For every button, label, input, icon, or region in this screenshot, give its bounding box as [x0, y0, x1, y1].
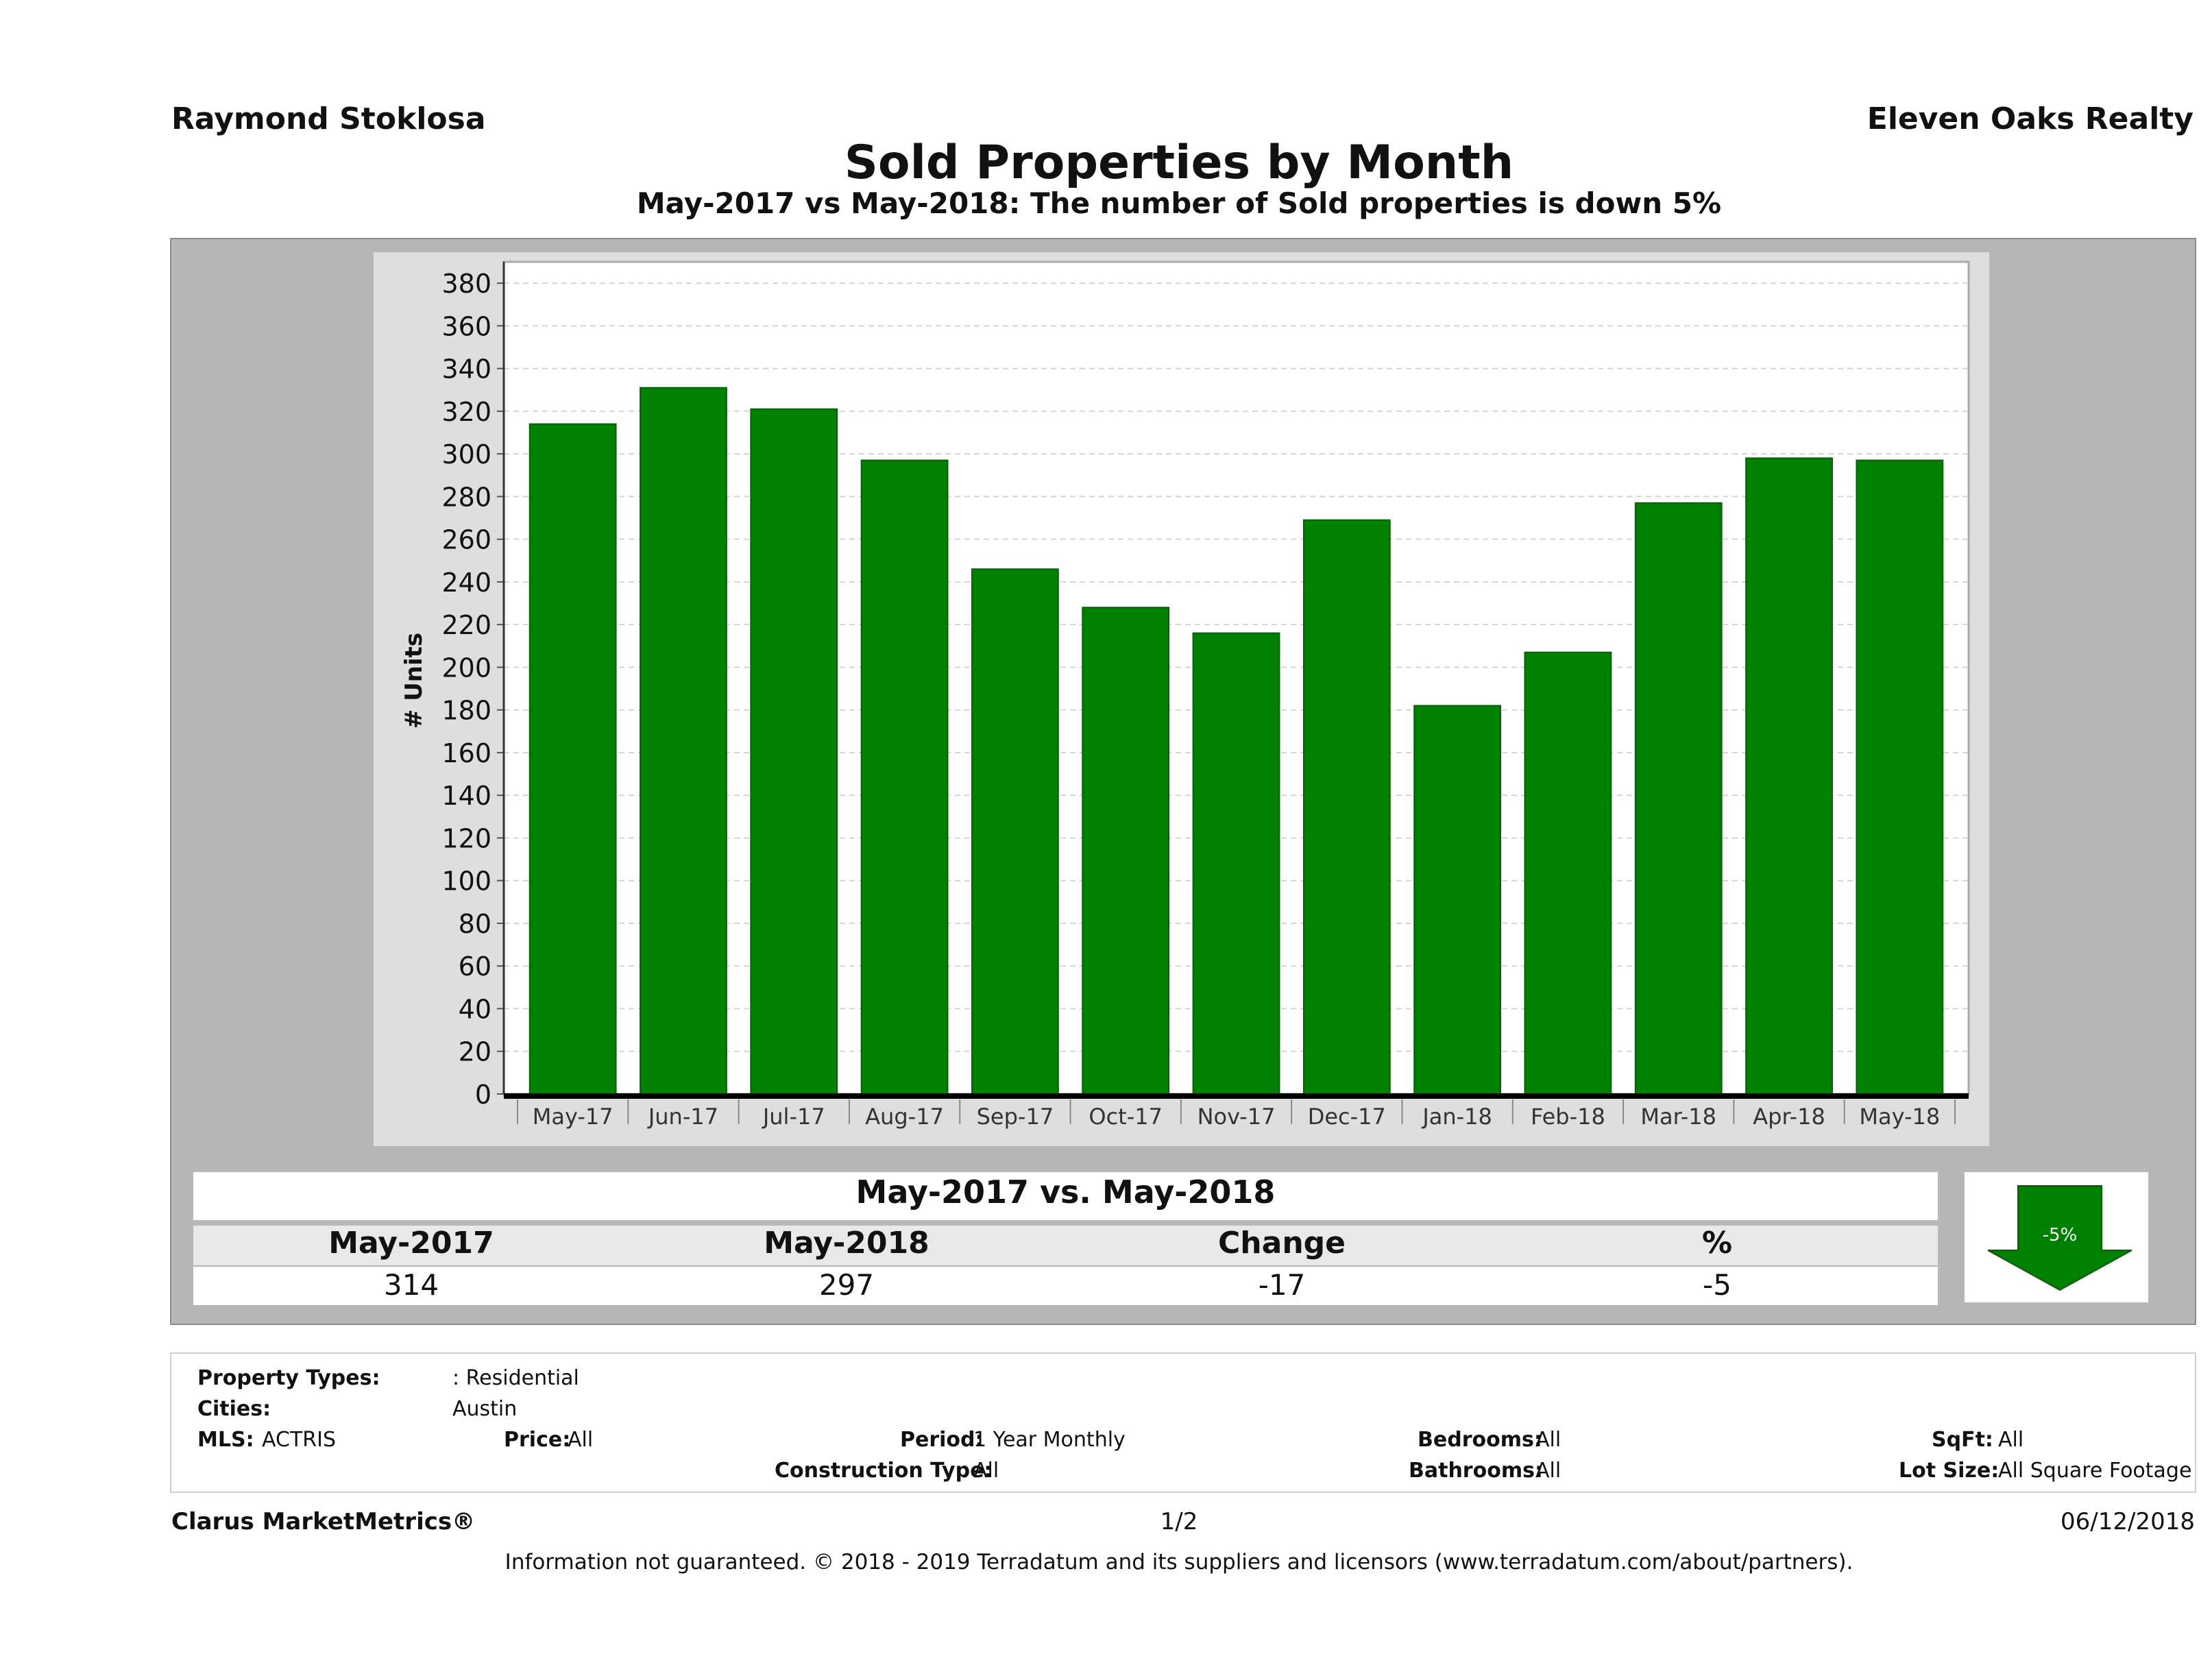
sqft-value: All: [1998, 1428, 2024, 1452]
bar: [1524, 651, 1612, 1095]
x-tick-label: May-18: [1859, 1104, 1940, 1130]
x-tick-label: Nov-17: [1198, 1104, 1276, 1130]
period-label: Period:: [900, 1428, 984, 1452]
bar-chart: 0 20 40 60 80 100 120 140 160 180 200 220 240 260 280 3…: [400, 260, 1970, 1130]
bedrooms-value: All: [1535, 1428, 1561, 1452]
comparison-header-curr: May-2018: [764, 1226, 929, 1261]
x-tick-label: Feb-18: [1531, 1104, 1605, 1130]
x-tick-label: Jan-18: [1421, 1104, 1492, 1130]
construction-type-label: Construction Type:: [775, 1459, 993, 1483]
x-tick-label: Sep-17: [977, 1104, 1054, 1130]
y-tick-label: 180: [441, 696, 491, 726]
y-tick-label: 80: [459, 909, 491, 939]
bar: [1634, 502, 1723, 1095]
y-tick-label: 40: [459, 994, 491, 1024]
bar: [1856, 459, 1944, 1095]
comparison-value-row: [193, 1267, 1938, 1305]
x-tick-label: May-17: [533, 1104, 613, 1130]
bar: [1082, 607, 1170, 1095]
x-tick-label: Mar-18: [1640, 1104, 1716, 1130]
bars: [528, 387, 1944, 1095]
bathrooms-label: Bathrooms:: [1409, 1459, 1543, 1483]
period-value: 1 Year Monthly: [973, 1428, 1126, 1452]
comparison-value-percent: -5: [1703, 1268, 1731, 1302]
mls-label: MLS:: [197, 1428, 254, 1452]
x-tick-label: Jul-17: [762, 1104, 825, 1130]
footer-brand: Clarus MarketMetrics®: [171, 1508, 476, 1535]
bar: [528, 423, 617, 1095]
sqft-label: SqFt:: [1932, 1428, 1993, 1452]
y-tick-label: 280: [441, 482, 491, 512]
cities-value: Austin: [452, 1397, 518, 1421]
report-date: 06/12/2018: [2061, 1508, 2195, 1535]
x-tick-label: Oct-17: [1089, 1104, 1163, 1130]
disclaimer: Information not guaranteed. © 2018 - 201…: [505, 1550, 1854, 1574]
bathrooms-value: All: [1535, 1459, 1561, 1483]
chart-subtitle: May-2017 vs May-2018: The number of Sold…: [636, 186, 1722, 220]
agent-name: Raymond Stoklosa: [171, 101, 486, 136]
y-tick-label: 120: [441, 823, 491, 853]
comparison-header-percent: %: [1701, 1226, 1733, 1261]
bar: [971, 568, 1059, 1095]
bar: [1192, 632, 1280, 1095]
property-types-value: : Residential: [452, 1366, 579, 1390]
bedrooms-label: Bedrooms:: [1418, 1428, 1542, 1452]
y-tick-label: 360: [441, 311, 491, 341]
y-tick-label: 340: [441, 354, 491, 385]
y-tick-label: 240: [441, 568, 491, 598]
y-tick-label: 20: [459, 1037, 491, 1067]
cities-label: Cities:: [197, 1397, 271, 1421]
page-number: 1/2: [1160, 1508, 1198, 1535]
y-tick-label: 200: [441, 653, 491, 683]
down-arrow-icon: -5%: [1987, 1185, 2132, 1291]
bar: [750, 408, 838, 1095]
x-tick-label: Dec-17: [1308, 1104, 1386, 1130]
comparison-value-prev: 314: [383, 1268, 439, 1302]
property-types-label: Property Types:: [197, 1366, 380, 1390]
mls-value: ACTRIS: [262, 1428, 337, 1452]
lot-size-label: Lot Size:: [1899, 1459, 2000, 1483]
x-tick-label: Aug-17: [865, 1104, 944, 1130]
lot-size-value: All Square Footage: [1998, 1459, 2192, 1483]
y-tick-label: 260: [441, 525, 491, 555]
gridlines: [504, 282, 1969, 1052]
filters-box: Property Types: : Residential Cities: Au…: [170, 1352, 2196, 1493]
chart-title: Sold Properties by Month: [844, 136, 1514, 190]
comparison-title-row: [193, 1172, 1938, 1220]
brokerage-name: Eleven Oaks Realty: [1867, 101, 2193, 136]
comparison-value-curr: 297: [818, 1268, 875, 1302]
y-axis-label: # Units: [400, 633, 428, 729]
y-tick-label: 160: [441, 738, 491, 768]
comparison-header-row: [193, 1226, 1938, 1265]
y-tick-label: 300: [441, 439, 491, 470]
bar: [1302, 519, 1391, 1095]
bar: [1745, 457, 1833, 1095]
change-badge: -5%: [2043, 1225, 2078, 1245]
y-tick-label: 140: [441, 781, 491, 811]
comparison-header-change: Change: [1218, 1226, 1346, 1261]
price-value: All: [568, 1428, 594, 1452]
y-tick-label: 380: [441, 269, 491, 299]
y-tick-label: 60: [459, 951, 491, 982]
construction-type-value: All: [973, 1459, 999, 1483]
axes: 0 20 40 60 80 100 120 140 160 180 200 220 240 260 280 3…: [441, 262, 1969, 1130]
y-tick-label: 0: [475, 1080, 491, 1110]
comparison-title: May-2017 vs. May-2018: [855, 1174, 1276, 1211]
comparison-header-prev: May-2017: [328, 1226, 494, 1261]
comparison-value-change: -17: [1258, 1268, 1306, 1302]
bar: [1413, 705, 1502, 1095]
x-tick-label: Jun-17: [647, 1104, 718, 1130]
bar: [860, 459, 949, 1095]
y-tick-label: 320: [441, 397, 491, 427]
y-tick-label: 100: [441, 866, 491, 897]
bar: [640, 387, 727, 1095]
y-tick-label: 220: [441, 610, 491, 640]
price-label: Price:: [504, 1428, 571, 1452]
x-tick-label: Apr-18: [1753, 1104, 1825, 1130]
